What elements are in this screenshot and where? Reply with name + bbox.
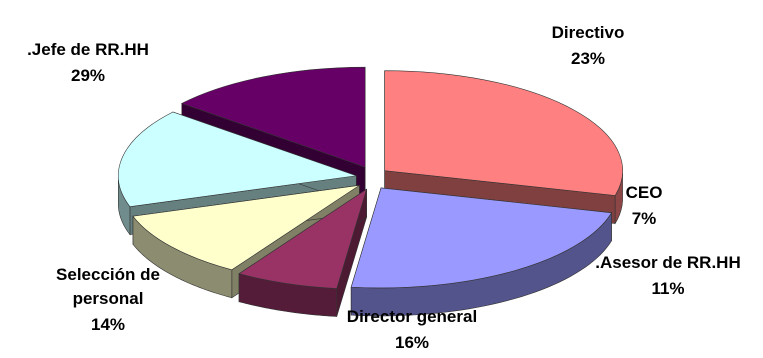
slice-label: Selección de personal 14% (56, 265, 160, 334)
pie-slice-tops (117, 66, 623, 289)
slice-label: .Jefe de RR.HH 29% (27, 40, 149, 85)
slice-label-name: .Asesor de RR.HH (595, 253, 740, 272)
slice-label-percent: 14% (91, 315, 125, 334)
slice-label-name: personal (73, 289, 144, 308)
slice-label: Directivo 23% (552, 23, 625, 68)
pie-slice (132, 185, 360, 271)
slice-label-name: CEO (626, 183, 663, 202)
pie-slice (350, 187, 613, 289)
slice-label-name: Selección de (56, 265, 160, 284)
pie-slice (384, 70, 623, 196)
slice-label-name: Directivo (552, 23, 625, 42)
slice-label: CEO 7% (626, 183, 663, 228)
slice-label-percent: 29% (71, 66, 105, 85)
pie-slice (181, 66, 366, 168)
slice-label-percent: 7% (632, 209, 657, 228)
slice-label: Director general 16% (347, 307, 477, 352)
slice-label-name: Director general (347, 307, 477, 326)
pie-labels: .Jefe de RR.HH 29% Directivo 23% CEO 7% .Aseso… (27, 23, 741, 352)
slice-label: .Asesor de RR.HH 11% (595, 253, 740, 298)
slice-label-name: .Jefe de RR.HH (27, 40, 149, 59)
pie-slice (117, 111, 357, 207)
slice-label-percent: 23% (571, 49, 605, 68)
slice-label-percent: 16% (395, 333, 429, 352)
pie-slice (238, 188, 368, 289)
slice-label-percent: 11% (651, 279, 684, 298)
